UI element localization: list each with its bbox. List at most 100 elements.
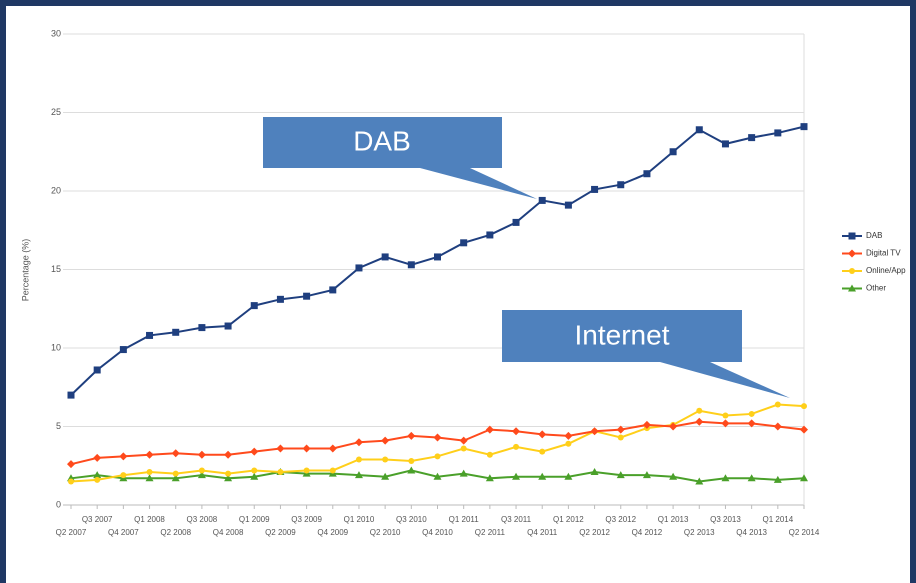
marker — [145, 450, 154, 459]
marker — [434, 453, 441, 460]
marker — [381, 472, 390, 480]
marker — [119, 452, 128, 461]
x-tick-label: Q2 2013 — [684, 528, 715, 537]
marker — [721, 419, 730, 428]
y-tick-label: 0 — [56, 499, 61, 509]
marker — [848, 284, 856, 292]
marker — [486, 451, 493, 458]
marker — [801, 403, 807, 410]
callout-pointer — [660, 362, 790, 398]
x-tick-label: Q4 2007 — [108, 528, 139, 537]
marker — [747, 474, 756, 482]
marker — [146, 331, 154, 339]
y-tick-label: 15 — [51, 264, 61, 274]
callout-box — [263, 117, 502, 168]
marker — [224, 450, 233, 459]
marker — [669, 148, 677, 156]
x-tick-label: Q3 2012 — [605, 515, 636, 524]
marker — [848, 249, 856, 258]
marker — [94, 476, 101, 483]
marker — [564, 201, 572, 209]
marker — [748, 134, 756, 142]
marker — [329, 467, 336, 474]
marker — [513, 443, 520, 450]
marker — [407, 466, 416, 474]
marker — [68, 478, 74, 485]
marker — [171, 449, 180, 458]
marker — [460, 239, 468, 247]
marker — [146, 469, 153, 476]
marker — [616, 425, 625, 434]
marker — [250, 302, 258, 310]
legend-label: Online/App — [866, 266, 906, 275]
y-tick-label: 20 — [51, 185, 61, 195]
x-tick-label: Q3 2010 — [396, 515, 427, 524]
background — [6, 6, 910, 583]
marker — [381, 436, 390, 445]
marker — [460, 445, 467, 452]
y-tick-label: 10 — [51, 342, 61, 352]
marker — [329, 286, 337, 294]
marker — [354, 471, 363, 479]
marker — [800, 123, 808, 131]
marker — [197, 471, 206, 479]
x-tick-label: Q1 2014 — [762, 515, 793, 524]
callout-pointer — [420, 168, 537, 199]
marker — [774, 129, 782, 137]
marker — [354, 438, 363, 447]
marker — [251, 467, 258, 474]
marker — [564, 431, 573, 440]
marker — [512, 218, 520, 226]
marker — [277, 469, 284, 476]
y-tick-label: 25 — [51, 107, 61, 117]
marker — [617, 181, 625, 189]
marker — [433, 472, 442, 480]
marker — [669, 422, 678, 431]
marker — [172, 470, 179, 477]
marker — [224, 322, 232, 330]
marker — [642, 420, 651, 429]
x-tick-label: Q1 2012 — [553, 515, 584, 524]
marker — [721, 140, 729, 148]
marker — [119, 346, 127, 354]
marker — [695, 417, 704, 426]
x-tick-label: Q4 2011 — [527, 528, 558, 537]
marker — [302, 444, 311, 453]
y-axis-label: Percentage (%) — [20, 239, 30, 302]
x-tick-label: Q3 2013 — [710, 515, 741, 524]
x-tick-label: Q4 2010 — [422, 528, 453, 537]
legend-label: DAB — [866, 231, 882, 240]
x-tick-label: Q4 2008 — [213, 528, 244, 537]
marker — [459, 436, 468, 445]
x-tick-label: Q3 2011 — [501, 515, 532, 524]
x-tick-label: Q4 2013 — [736, 528, 767, 537]
marker — [486, 231, 494, 239]
marker — [564, 472, 573, 480]
marker — [250, 447, 259, 456]
marker — [617, 434, 624, 441]
marker — [276, 444, 285, 453]
marker — [800, 425, 808, 434]
marker — [591, 185, 599, 193]
marker — [722, 412, 729, 419]
marker — [538, 196, 546, 204]
marker — [849, 268, 855, 274]
marker — [303, 467, 310, 474]
marker — [197, 450, 206, 459]
marker — [381, 253, 389, 261]
marker — [355, 456, 362, 463]
x-tick-label: Q2 2007 — [56, 528, 87, 537]
marker — [198, 467, 205, 474]
marker — [303, 292, 311, 300]
callout-box — [502, 310, 742, 362]
x-tick-label: Q3 2009 — [291, 515, 322, 524]
x-tick-label: Q1 2010 — [344, 515, 375, 524]
marker — [747, 419, 756, 428]
marker — [434, 253, 441, 261]
legend-label: Other — [866, 284, 886, 293]
marker — [328, 444, 337, 453]
marker — [538, 472, 547, 480]
marker — [120, 472, 127, 479]
